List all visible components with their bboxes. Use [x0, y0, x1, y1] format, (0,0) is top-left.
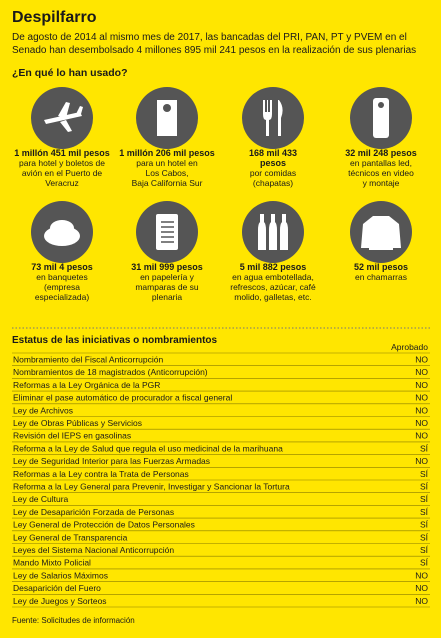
icon-group	[136, 87, 198, 149]
description: avión en el Puerto de	[22, 168, 103, 178]
row-status: SÍ	[420, 494, 429, 504]
icon-group	[350, 87, 412, 149]
row-status: NO	[415, 380, 428, 390]
icon-group	[350, 201, 412, 263]
row-label: Ley General de Transparencia	[13, 532, 128, 542]
row-label: Ley de Seguridad Interior para las Fuerz…	[13, 456, 210, 466]
row-label: Ley de Desaparición Forzada de Personas	[13, 507, 174, 517]
row-label: Mando Mixto Policial	[13, 558, 91, 568]
row-label: Ley General de Protección de Datos Perso…	[13, 520, 195, 530]
row-label: Reforma a la Ley de Salud que regula el …	[13, 443, 283, 453]
amount: pesos	[260, 158, 286, 168]
table-heading: Estatus de las iniciativas o nombramient…	[12, 335, 218, 346]
icon	[361, 216, 401, 250]
row-label: Reformas a la Ley contra la Trata de Per…	[13, 469, 189, 479]
icon	[258, 214, 266, 250]
icon	[50, 220, 74, 236]
description: en papelería y	[140, 272, 195, 282]
row-label: Ley de Obras Públicas y Servicios	[13, 418, 142, 428]
icon	[378, 102, 384, 108]
icon	[163, 104, 171, 112]
row-status: NO	[415, 393, 428, 403]
row-label: Reforma a la Ley General para Prevenir, …	[13, 482, 290, 492]
row-label: Desaparición del Fuero	[13, 583, 101, 593]
row-status: SÍ	[420, 507, 429, 517]
icon	[269, 214, 277, 250]
row-status: NO	[415, 596, 428, 606]
description: en banquetes	[36, 272, 88, 282]
column-header: Aprobado	[391, 342, 428, 352]
row-label: Ley de Salarios Máximos	[13, 570, 108, 580]
subtitle-line: De agosto de 2014 al mismo mes de 2017, …	[12, 32, 407, 43]
description: por comidas	[250, 168, 296, 178]
row-label: Eliminar el pase automático de procurado…	[13, 393, 232, 403]
row-status: NO	[415, 583, 428, 593]
row-status: SÍ	[420, 520, 429, 530]
description: en agua embotellada,	[232, 272, 314, 282]
section-heading: ¿En qué lo han usado?	[12, 67, 128, 79]
description: en pantallas led,	[350, 158, 412, 168]
icon	[280, 214, 288, 250]
amount: 32 mil 248 pesos	[345, 148, 417, 158]
amount: 73 mil 4 pesos	[31, 262, 93, 272]
row-label: Ley de Cultura	[13, 494, 69, 504]
row-label: Ley de Juegos y Sorteos	[13, 596, 107, 606]
description: y montaje	[363, 178, 400, 188]
amount: 168 mil 433	[249, 148, 297, 158]
description: molido, galletas, etc.	[234, 292, 311, 302]
description: (chapatas)	[253, 178, 293, 188]
amount: 31 mil 999 pesos	[131, 262, 203, 272]
row-status: SÍ	[420, 443, 429, 453]
row-status: SÍ	[420, 558, 429, 568]
amount: 52 mil pesos	[354, 262, 408, 272]
description: especializada)	[35, 292, 90, 302]
description: para un hotel en	[136, 158, 198, 168]
row-label: Nombramientos de 18 magistrados (Anticor…	[13, 367, 208, 377]
row-label: Nombramiento del Fiscal Anticorrupción	[13, 355, 164, 365]
subtitle-line: Senado han desembolsado 4 millones 895 m…	[12, 45, 416, 56]
icon-group	[31, 87, 93, 149]
description: (empresa	[44, 282, 80, 292]
description: técnicos en video	[348, 168, 414, 178]
description: Baja California Sur	[132, 178, 203, 188]
row-status: NO	[415, 570, 428, 580]
icon-circle	[242, 87, 304, 149]
amount: 5 mil 882 pesos	[240, 262, 307, 272]
row-status: SÍ	[420, 532, 429, 542]
row-status: NO	[415, 367, 428, 377]
row-label: Reformas a la Ley Orgánica de la PGR	[13, 380, 160, 390]
icon	[263, 100, 283, 136]
icon	[44, 102, 83, 132]
row-status: SÍ	[420, 545, 429, 555]
icon-group	[242, 201, 304, 263]
source: Fuente: Solicitudes de información	[12, 616, 135, 625]
row-status: SÍ	[420, 482, 429, 492]
row-status: SÍ	[420, 469, 429, 479]
icon	[373, 98, 389, 138]
icon-group	[31, 201, 93, 263]
icon-group	[242, 87, 304, 149]
row-status: NO	[415, 456, 428, 466]
description: Veracruz	[45, 178, 79, 188]
row-label: Leyes del Sistema Nacional Anticorrupció…	[13, 545, 174, 555]
description: mamparas de su	[135, 282, 199, 292]
row-label: Revisión del IEPS en gasolinas	[13, 431, 131, 441]
icon-group	[136, 201, 198, 263]
icon	[157, 100, 177, 136]
description: en chamarras	[355, 272, 407, 282]
description: para hotel y boletos de	[19, 158, 105, 168]
row-status: NO	[415, 431, 428, 441]
row-status: NO	[415, 418, 428, 428]
amount: 1 millón 451 mil pesos	[14, 148, 110, 158]
row-status: NO	[415, 355, 428, 365]
row-status: NO	[415, 405, 428, 415]
description: plenaria	[152, 292, 183, 302]
amount: 1 millón 206 mil pesos	[119, 148, 215, 158]
description: Los Cabos,	[146, 168, 189, 178]
description: refrescos, azúcar, café	[230, 282, 316, 292]
title: Despilfarro	[12, 9, 97, 26]
row-label: Ley de Archivos	[13, 405, 73, 415]
